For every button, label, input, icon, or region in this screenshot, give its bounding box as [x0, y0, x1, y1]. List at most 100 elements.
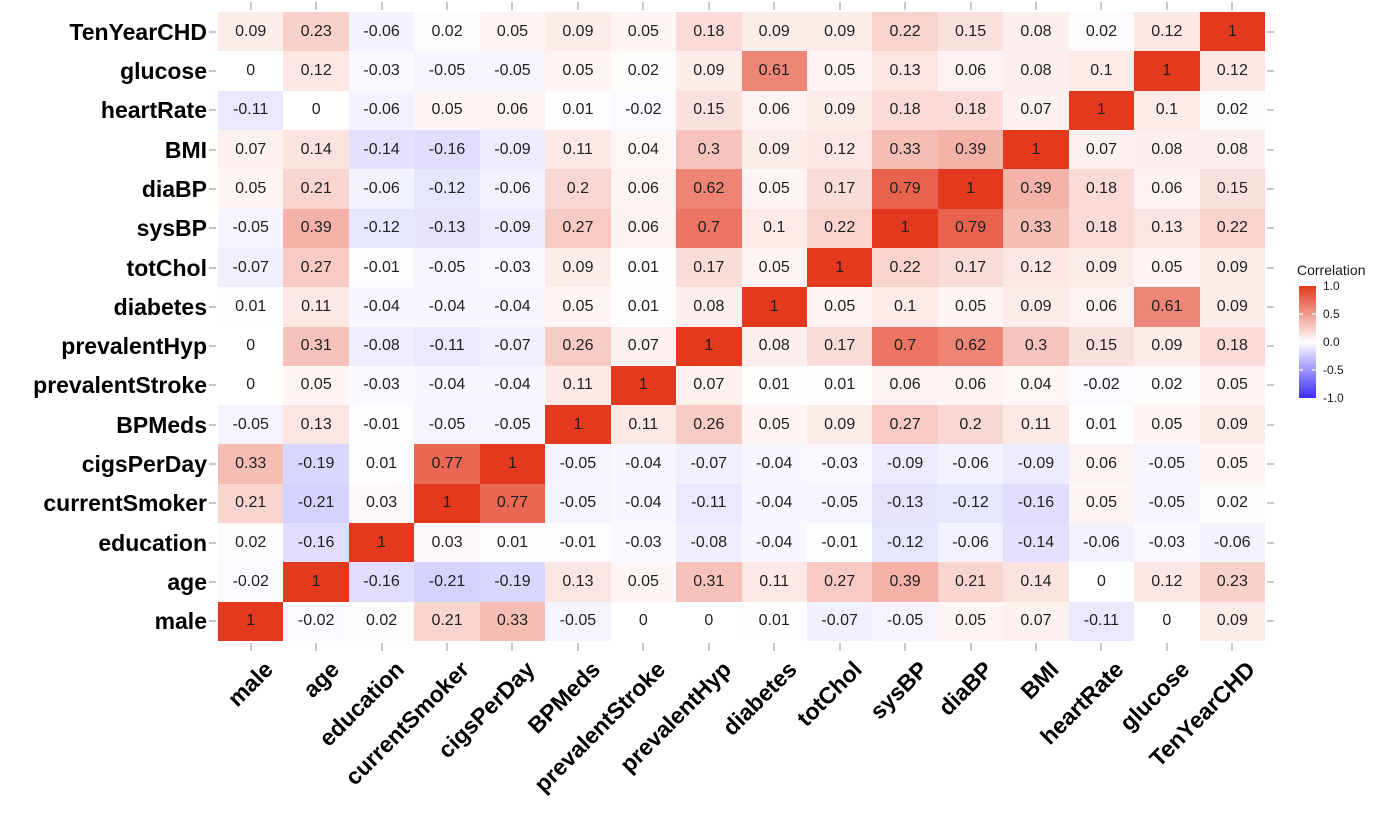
cell-value: 0.07 [1020, 101, 1052, 119]
cell-value: 0.15 [954, 22, 987, 40]
cell-value: 0.12 [1020, 258, 1052, 276]
cell-value: 1 [1096, 101, 1106, 119]
axis-tick-mark [209, 384, 216, 387]
cell-value: 0.21 [235, 494, 267, 512]
cell-value: 1 [835, 258, 845, 276]
cell-value: -0.03 [363, 376, 400, 394]
cell-value: 0.1 [1155, 101, 1178, 119]
heatmap-cell: 0.01 [348, 444, 415, 484]
axis-tick-mark [1267, 227, 1274, 230]
heatmap-cell: 0.06 [1068, 287, 1135, 327]
heatmap-cell: 0.11 [283, 287, 349, 327]
heatmap-cell: 0.05 [414, 90, 480, 130]
cell-value: 0.7 [893, 337, 917, 355]
heatmap-cell: 0.06 [1134, 169, 1200, 209]
heatmap-cell: 0.31 [283, 326, 349, 366]
cell-value: -0.02 [297, 612, 335, 630]
axis-tick-mark [209, 148, 216, 151]
heatmap-cell: 0.01 [545, 90, 611, 130]
cell-value: 0.22 [824, 219, 856, 237]
heatmap-cell: 0.04 [610, 129, 677, 170]
axis-tick-mark [1231, 643, 1234, 651]
cell-value: 0.09 [1085, 258, 1117, 276]
heatmap-cell: 0.14 [283, 129, 349, 170]
cell-value: 0.07 [1085, 140, 1117, 158]
cell-value: -0.03 [625, 533, 662, 551]
y-axis-label-totChol: totChol [126, 254, 207, 281]
cell-value: 0.31 [300, 337, 332, 355]
heatmap-cell: 0.02 [1199, 90, 1265, 130]
cell-value: 0.01 [758, 376, 790, 394]
cell-value: 0.01 [1085, 415, 1117, 433]
heatmap-cell: 0.33 [218, 444, 284, 484]
cell-value: 0.39 [954, 140, 987, 158]
y-axis-label-TenYearCHD: TenYearCHD [69, 18, 207, 45]
heatmap-cell: 0.12 [806, 129, 873, 170]
cell-value: 1 [1162, 61, 1172, 79]
heatmap-cell: 0.05 [806, 287, 873, 327]
cell-value: -0.16 [363, 573, 400, 591]
x-axis-label-totChol: totChol [791, 656, 868, 732]
cell-value: 0.09 [758, 22, 790, 40]
heatmap-cell: 0.08 [741, 326, 807, 366]
axis-tick-mark [773, 643, 776, 651]
heatmap-cell: -0.05 [545, 601, 611, 641]
cell-value: -0.02 [625, 101, 662, 119]
cell-value: 0.09 [235, 22, 267, 40]
cell-value: 1 [1031, 140, 1041, 158]
cell-value: 0.05 [562, 61, 594, 79]
heatmap-cell: 0 [218, 365, 284, 406]
heatmap-cell: 0.27 [545, 208, 611, 248]
cell-value: -0.04 [755, 533, 793, 551]
cell-value: 0.05 [824, 297, 856, 315]
cell-value: -0.19 [494, 573, 531, 591]
heatmap-cell: 0.26 [545, 326, 611, 366]
heatmap-cell: 0.27 [872, 405, 938, 445]
cell-value: 0.1 [763, 219, 786, 237]
heatmap-cell: 0.18 [1199, 326, 1265, 366]
heatmap-cell: 0.62 [676, 169, 742, 209]
cell-value: 0.23 [300, 22, 332, 40]
y-axis-label-sysBP: sysBP [136, 215, 207, 242]
cell-value: 0.05 [562, 297, 594, 315]
cell-value: 0.15 [1085, 337, 1117, 355]
heatmap-cell: 0.05 [1199, 365, 1265, 406]
heatmap-cell: 0.09 [806, 12, 873, 52]
cell-value: -0.07 [232, 258, 269, 276]
heatmap-cell: -0.14 [1003, 523, 1069, 563]
heatmap-cell: -0.03 [806, 444, 873, 484]
cell-value: -0.06 [363, 101, 400, 119]
cell-value: 0.15 [693, 101, 725, 119]
heatmap-cell: 0.79 [872, 169, 938, 209]
heatmap-cell: 0.05 [479, 12, 546, 52]
heatmap-cell: 0.05 [741, 247, 807, 288]
heatmap-cell: 0.08 [1003, 12, 1069, 52]
axis-tick-mark [249, 2, 252, 10]
heatmap-cell: 0.22 [1199, 208, 1265, 248]
axis-tick-mark [969, 643, 972, 651]
heatmap-cell: 0.02 [1199, 483, 1265, 524]
axis-tick-mark [1267, 266, 1274, 269]
cell-value: 0.09 [1020, 297, 1052, 315]
cell-value: 0.39 [300, 219, 332, 237]
cell-value: -0.05 [494, 415, 531, 433]
heatmap-cell: -0.12 [348, 208, 415, 248]
heatmap-cell: -0.01 [545, 523, 611, 563]
heatmap-cell: -0.05 [414, 247, 480, 288]
heatmap-cell: 0.02 [348, 601, 415, 641]
cell-value: 0.02 [235, 533, 267, 551]
y-axis-label-prevalentHyp: prevalentHyp [61, 333, 207, 360]
heatmap-cell: -0.19 [283, 444, 349, 484]
heatmap-cell: 1 [348, 523, 415, 563]
heatmap-cell: 0.31 [676, 562, 742, 602]
cell-value: -0.05 [886, 612, 924, 630]
axis-tick-mark [969, 2, 972, 10]
axis-tick-mark [773, 2, 776, 10]
cell-value: 0.39 [1020, 179, 1052, 197]
heatmap-cell: -0.04 [414, 365, 480, 406]
axis-tick-mark [1034, 2, 1037, 10]
cell-value: 0.33 [496, 612, 529, 630]
heatmap-cell: 0.21 [414, 601, 480, 641]
cell-value: 1 [966, 179, 975, 197]
heatmap-cell: -0.04 [741, 483, 807, 524]
